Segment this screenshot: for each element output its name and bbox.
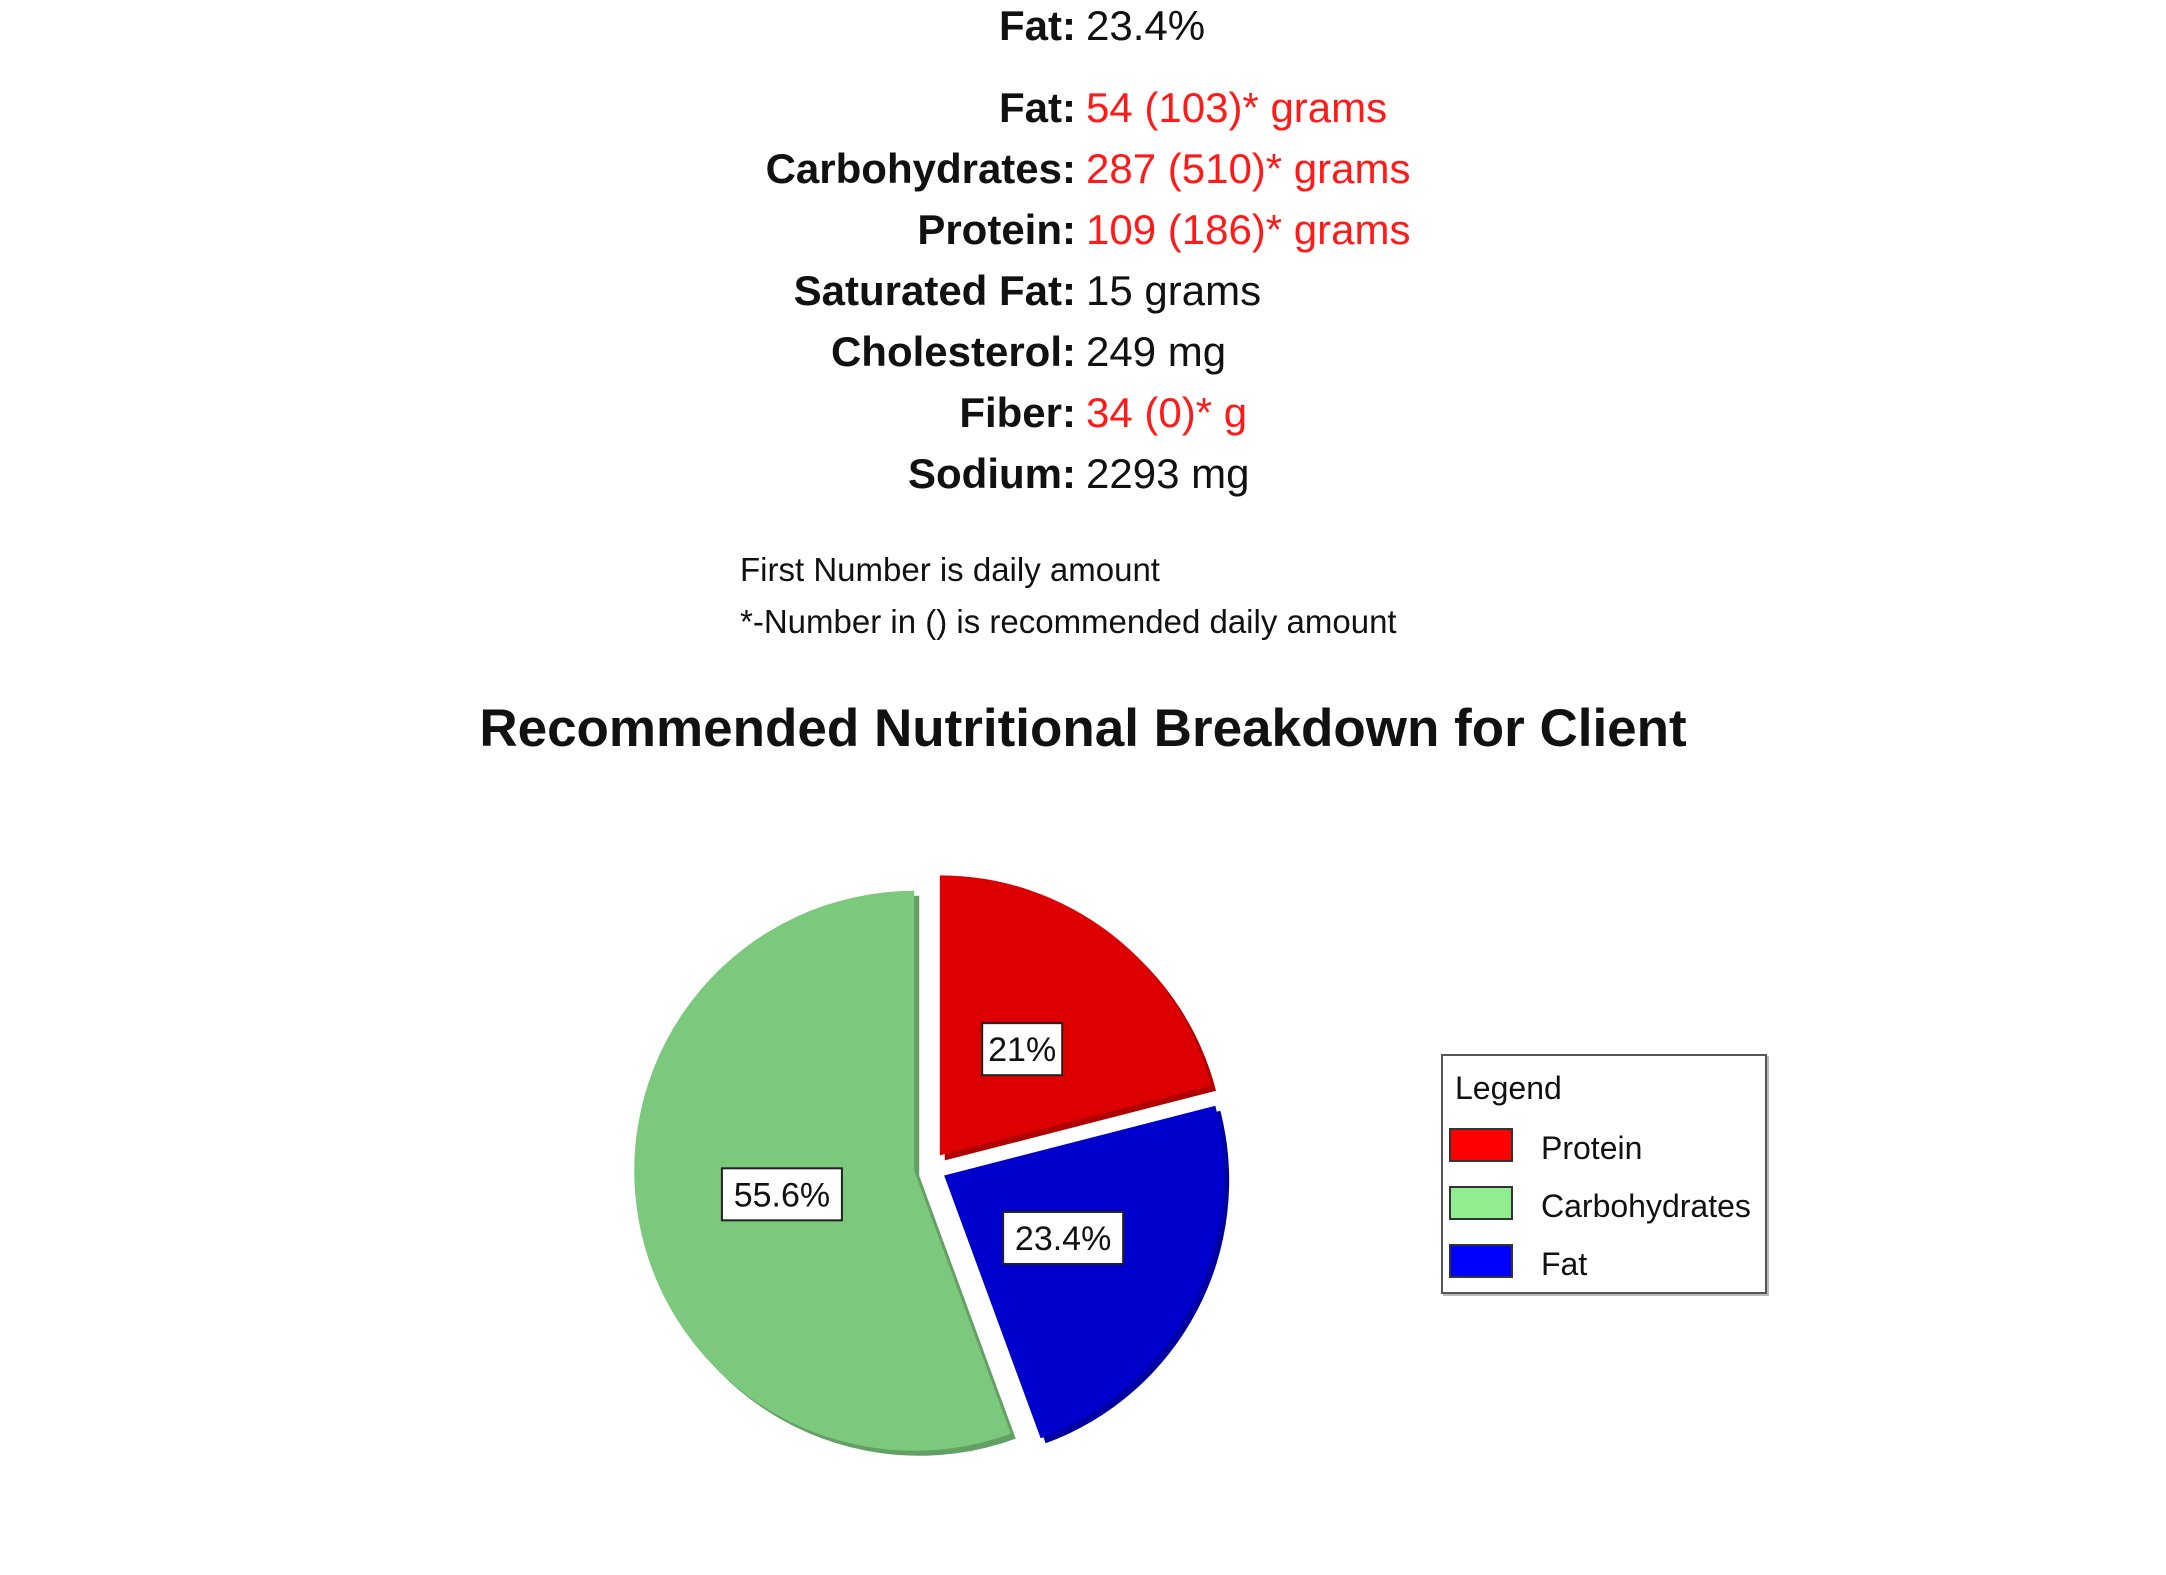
nutrient-label: Cholesterol: [830,328,1076,375]
nutrient-row-protein: Protein: 109 (186)* grams [0,204,2166,265]
nutrient-label: Saturated Fat: [793,267,1076,314]
pie-label-box-protein [981,1022,1064,1077]
nutrient-row-saturated-fat: Saturated Fat: 15 grams [0,265,2166,326]
legend-swatch-carbohydrates [1449,1186,1513,1220]
nutrient-value: 54 (103)* grams [1086,84,1388,131]
footnote-daily-amount: First Number is daily amount [740,551,1160,588]
nutrient-label: Fat: [999,84,1076,131]
footnote-recommended-amount: *-Number in () is recommended daily amou… [740,603,1397,640]
pie-label-fat: 23.4% [1015,1220,1111,1258]
nutrient-table: Fat: 54 (103)* grams Carbohydrates: 287 … [0,82,2166,509]
nutrient-row-carbohydrates: Carbohydrates: 287 (510)* grams [0,143,2166,204]
chart-legend: Legend Protein Carbohydrates Fat [1441,1054,1767,1294]
nutrient-value: 34 (0)* g [1086,389,1248,436]
nutrient-row-sodium: Sodium: 2293 mg [0,448,2166,509]
legend-swatch-fat [1449,1244,1513,1278]
legend-item-protein: Protein [1449,1126,1769,1166]
footnotes: First Number is daily amount *-Number in… [740,544,1397,648]
nutrient-value: 249 mg [1086,328,1227,375]
legend-label-carbohydrates: Carbohydrates [1541,1188,1751,1224]
pie-label-box-carbohydrates [720,1167,843,1222]
legend-item-carbohydrates: Carbohydrates [1449,1184,1769,1224]
pie-label-carbohydrates: 55.6% [734,1176,830,1214]
fat-summary-row: Fat: 23.4% [0,0,2166,52]
legend-item-fat: Fat [1449,1242,1769,1282]
fat-summary-label: Fat: [999,2,1076,49]
nutrient-value: 2293 mg [1086,450,1250,497]
pie-slice-protein [939,875,1212,1156]
nutrient-row-cholesterol: Cholesterol: 249 mg [0,326,2166,387]
legend-label-protein: Protein [1541,1130,1643,1166]
pie-slice-fat [944,1105,1225,1439]
legend-swatch-protein [1449,1128,1513,1162]
legend-title: Legend [1455,1070,1562,1106]
nutrient-value: 109 (186)* grams [1086,206,1411,253]
pie-label-protein: 21% [988,1031,1056,1069]
nutrient-row-fat: Fat: 54 (103)* grams [0,82,2166,143]
nutrient-value: 287 (510)* grams [1086,145,1411,192]
pie-label-box-fat [1002,1210,1125,1265]
nutrient-label: Fiber: [959,389,1076,436]
legend-label-fat: Fat [1541,1246,1588,1282]
nutrient-value: 15 grams [1086,267,1262,314]
chart-title: Recommended Nutritional Breakdown for Cl… [479,699,1687,758]
nutrient-row-fiber: Fiber: 34 (0)* g [0,387,2166,448]
fat-summary-value: 23.4% [1086,2,1206,49]
nutrient-label: Protein: [917,206,1076,253]
nutrient-label: Carbohydrates: [765,145,1076,192]
nutrient-label: Sodium: [908,450,1076,497]
